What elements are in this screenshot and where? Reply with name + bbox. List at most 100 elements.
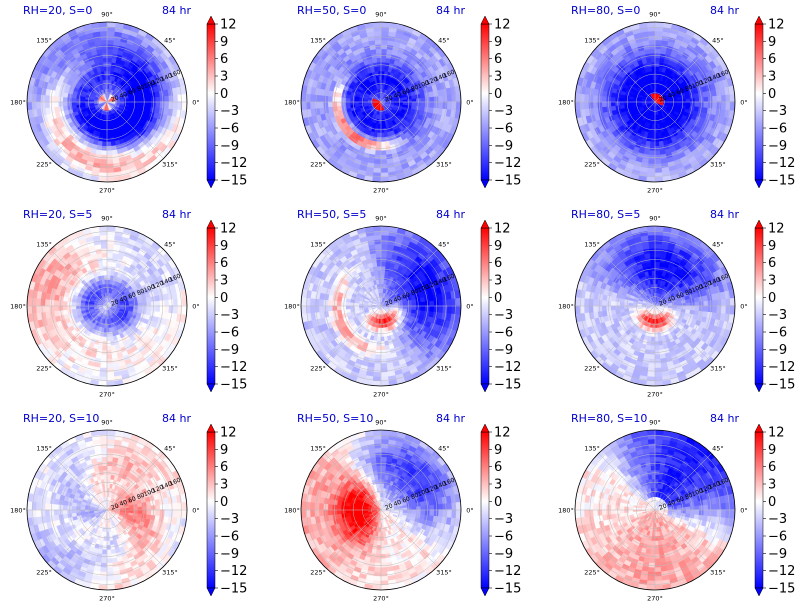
heatmap-cell [53,96,59,103]
heatmap-cell [654,57,660,63]
angle-tick-label: 90° [375,11,387,19]
angle-tick-label: 45° [438,36,450,44]
heatmap-cell [172,305,179,314]
heatmap-cell [106,376,116,382]
heatmap-cell [128,305,134,310]
heatmap-cell [44,101,50,110]
colorbar-tick-label: 0 [768,87,776,102]
heatmap-cell [128,101,134,106]
heatmap-cell [372,26,382,32]
colorbar-tick-label: 6 [768,52,776,67]
heatmap-cell [35,298,42,307]
angle-tick-label: 315° [162,365,178,373]
heatmap-cell [650,141,656,147]
heatmap-cell [345,97,351,103]
heatmap-cell [99,371,108,378]
angle-tick-label: 0° [192,99,199,107]
colorbar-tick-label: 3 [768,70,776,85]
heatmap-cell [579,101,585,111]
heatmap-cell [438,101,444,109]
heatmap-cell [103,128,108,134]
angle-tick-label: 135° [584,36,600,44]
heatmap-cell [101,354,108,360]
colorbar-extend-max [754,15,764,25]
heatmap-cell [575,93,581,103]
colorbar-extend-max [206,15,216,25]
heatmap-cell [402,101,408,106]
heatmap-cell [66,97,72,103]
heatmap-cell [172,93,179,103]
colorbar-tick-label: −9 [220,343,239,358]
heatmap-cell [75,98,81,103]
heatmap-cell [99,239,108,245]
heatmap-cell [168,305,174,314]
heatmap-cell [142,305,148,311]
heatmap-cell [377,128,382,134]
colorbar-gradient [206,227,216,385]
angle-tick-label: 0° [466,99,473,107]
radial-tick-label: 40 [119,91,129,100]
heatmap-cell [716,101,722,110]
heatmap-cell [654,35,663,41]
heatmap-cell [614,97,620,103]
colorbar-tick-label: −15 [220,174,247,189]
colorbar-tick-label: −3 [494,104,513,119]
heatmap-cell [106,172,116,178]
heatmap-cell [654,159,663,165]
colorbar-tick-label: −15 [220,378,247,393]
heatmap-cell [375,150,382,156]
heatmap-cell [35,305,42,315]
colorbar-tick-label: 9 [494,35,502,50]
colorbar-tick-label: −12 [768,156,795,171]
heatmap-cell [579,93,585,103]
heatmap-cell [106,371,116,378]
angle-tick-label: 135° [36,36,52,44]
heatmap-cell [106,66,112,72]
heatmap-cell [106,230,116,236]
heatmap-cell [380,163,389,169]
heatmap-cell [305,101,311,111]
colorbar-extend-max [206,219,216,229]
heatmap-cell [164,101,170,109]
angular-gridline [106,45,164,103]
angle-tick-label: 90° [101,11,113,19]
heatmap-cell [729,101,735,111]
radial-tick-label: 100 [143,79,156,90]
heatmap-cell [647,35,656,41]
angle-tick-label: 45° [164,240,176,248]
colorbar-tick-label: −15 [494,174,521,189]
colorbar-tick-label: −15 [768,174,795,189]
colorbar-extend-min [206,179,216,189]
heatmap-cell [694,101,700,107]
heatmap-cell [31,101,37,111]
heatmap-cell [402,305,408,310]
radial-tick-label: 120 [151,76,164,87]
angle-tick-label: 135° [36,240,52,248]
heatmap-cell [40,298,46,307]
heatmap-cell [103,332,108,338]
heatmap-cell [53,300,59,307]
heatmap-cell [98,380,108,386]
heatmap-cell [44,299,50,307]
heatmap-cell [168,298,174,307]
colorbar-tick-label: −6 [220,122,239,137]
heatmap-cell [106,274,111,280]
heatmap-cell [314,101,320,110]
heatmap-cell [142,101,148,107]
colorbar-tick-label: −3 [220,104,239,119]
heatmap-cell [380,172,390,178]
angle-tick-label: 315° [162,161,178,169]
heatmap-cell [44,305,50,314]
heatmap-cell [27,93,33,103]
heatmap-cell [380,159,389,165]
heatmap-cell [407,101,413,106]
angle-tick-label: 90° [649,11,661,19]
angle-tick-label: 270° [99,187,115,195]
heatmap-cell [407,305,413,310]
colorbar-tick-label: −9 [220,139,239,154]
heatmap-cell [177,297,183,307]
heatmap-cell [380,70,385,76]
heatmap-cell [455,101,461,111]
